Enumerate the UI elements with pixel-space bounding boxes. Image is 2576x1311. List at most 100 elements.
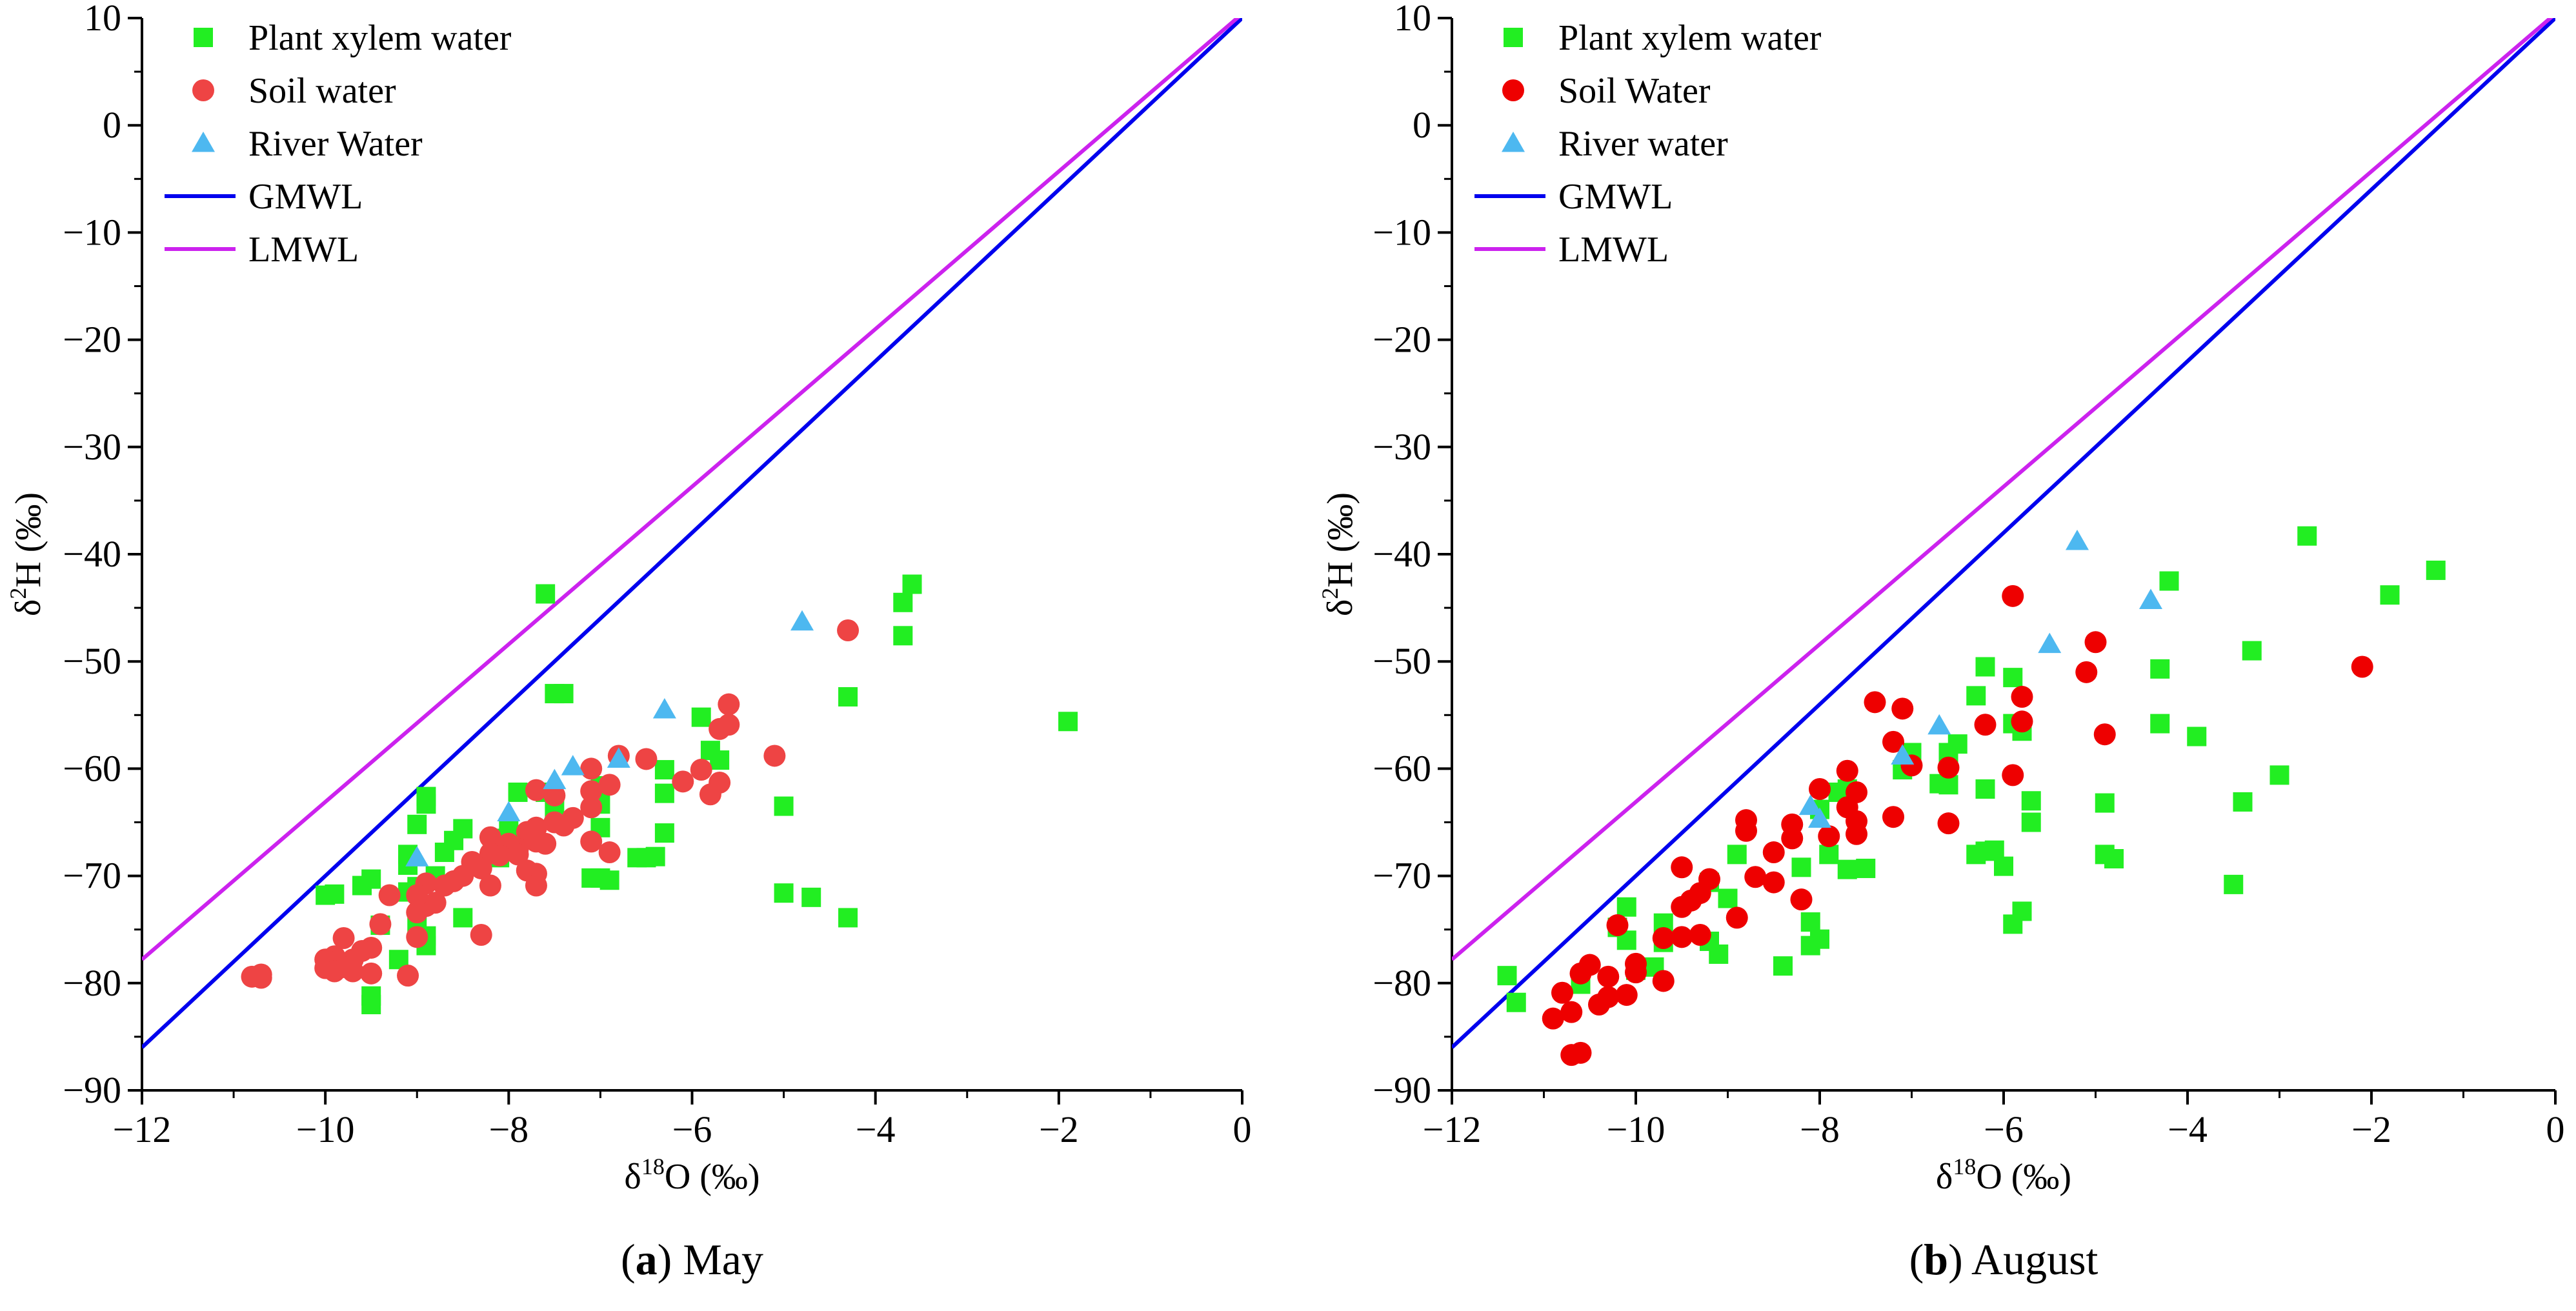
data-point-circle bbox=[1542, 1007, 1564, 1030]
series-circle bbox=[241, 619, 860, 989]
panel-caption: (a) May bbox=[621, 1235, 763, 1284]
data-point-circle bbox=[406, 884, 428, 906]
y-axis-title: δ2H (‰) bbox=[5, 492, 48, 616]
data-point-circle bbox=[635, 748, 658, 770]
y-tick-label: −90 bbox=[1373, 1069, 1431, 1111]
data-point-square bbox=[654, 783, 674, 803]
legend-marker-square bbox=[194, 28, 213, 47]
data-point-circle bbox=[580, 757, 603, 780]
data-point-square bbox=[1819, 845, 1839, 865]
data-point-circle bbox=[1937, 812, 1960, 835]
x-tick-label: −10 bbox=[1607, 1108, 1665, 1150]
gmwl-line bbox=[142, 18, 1242, 1049]
data-point-square bbox=[2150, 714, 2170, 734]
plot-area bbox=[142, 18, 1242, 1049]
data-point-circle bbox=[369, 913, 392, 936]
legend: Plant xylem water Soil Water River water GM… bbox=[1474, 18, 1822, 270]
data-point-circle bbox=[2351, 656, 2373, 678]
data-point-circle bbox=[433, 874, 456, 897]
y-axis-title-rest: H (‰) bbox=[1320, 492, 1360, 588]
y-tick-label: −80 bbox=[1373, 962, 1431, 1004]
data-point-triangle bbox=[2066, 530, 2089, 550]
data-point-square bbox=[1718, 888, 1738, 908]
panel-caption: (b) August bbox=[1909, 1235, 2098, 1284]
legend: Plant xylem water Soil water River Water GM… bbox=[165, 18, 512, 270]
y-tick-label: −50 bbox=[63, 640, 121, 682]
data-point-square bbox=[1773, 956, 1793, 976]
data-point-circle bbox=[250, 963, 272, 986]
legend-marker-triangle bbox=[192, 132, 215, 152]
data-point-circle bbox=[1652, 970, 1675, 992]
x-tick-label: −6 bbox=[672, 1108, 712, 1150]
caption-letter: a bbox=[636, 1235, 658, 1284]
data-point-circle bbox=[470, 924, 492, 946]
data-point-circle bbox=[525, 874, 547, 897]
data-point-square bbox=[2187, 726, 2207, 746]
data-point-circle bbox=[1882, 806, 1904, 828]
data-point-circle bbox=[525, 779, 547, 801]
legend-marker-circle bbox=[192, 79, 214, 101]
data-point-circle bbox=[2084, 631, 2107, 654]
data-point-triangle bbox=[790, 610, 814, 631]
legend-label: Soil water bbox=[248, 71, 396, 111]
data-point-circle bbox=[1726, 906, 1748, 929]
chart-panel-0: −12 −10 −8 −6 −4 −2 0100−10−20−30−40−50−60−70−… bbox=[5, 0, 1252, 1284]
data-point-circle bbox=[332, 926, 355, 949]
data-point-square bbox=[710, 750, 730, 770]
data-point-circle bbox=[397, 965, 419, 987]
caption-prefix: ( bbox=[621, 1235, 636, 1284]
y-axis-title: δ2H (‰) bbox=[1317, 492, 1360, 616]
data-point-circle bbox=[1744, 866, 1767, 888]
data-point-circle bbox=[1809, 777, 1831, 800]
data-point-circle bbox=[543, 784, 566, 806]
legend-label: GMWL bbox=[248, 177, 363, 217]
data-point-square bbox=[361, 995, 381, 1015]
data-point-square bbox=[774, 883, 794, 903]
data-point-square bbox=[902, 574, 922, 594]
data-point-circle bbox=[1671, 896, 1693, 918]
data-point-circle bbox=[341, 960, 364, 983]
data-point-square bbox=[2380, 585, 2400, 605]
data-point-square bbox=[1800, 936, 1820, 956]
x-axis-title-sup: 18 bbox=[1953, 1154, 1976, 1179]
data-point-circle bbox=[1551, 981, 1573, 1004]
data-point-triangle bbox=[1808, 807, 1831, 828]
x-tick-label: −8 bbox=[1800, 1108, 1840, 1150]
data-point-square bbox=[1800, 912, 1820, 932]
data-point-circle bbox=[1652, 926, 1675, 949]
legend-label: Plant xylem water bbox=[248, 18, 512, 58]
caption-prefix: ( bbox=[1909, 1235, 1924, 1284]
y-tick-label: −70 bbox=[1373, 855, 1431, 897]
data-point-square bbox=[1727, 845, 1747, 865]
data-point-circle bbox=[672, 770, 694, 793]
data-point-square bbox=[416, 794, 436, 814]
caption-letter: b bbox=[1924, 1235, 1948, 1284]
data-point-square bbox=[654, 823, 674, 843]
y-tick-label: −40 bbox=[63, 533, 121, 575]
data-point-circle bbox=[323, 960, 346, 983]
x-tick-label: −2 bbox=[2351, 1108, 2391, 1150]
y-tick-label: −30 bbox=[1373, 426, 1431, 468]
data-point-square bbox=[1975, 779, 1995, 799]
data-point-circle bbox=[690, 759, 712, 781]
y-tick-label: −10 bbox=[63, 211, 121, 253]
data-point-circle bbox=[543, 811, 566, 834]
data-point-square bbox=[352, 876, 372, 896]
x-axis-title-rest: O (‰) bbox=[1976, 1157, 2071, 1197]
data-point-circle bbox=[1882, 730, 1904, 753]
data-point-square bbox=[1966, 845, 1986, 865]
data-point-square bbox=[1506, 992, 1526, 1012]
data-point-circle bbox=[406, 926, 428, 948]
data-point-circle bbox=[718, 693, 740, 716]
data-point-square bbox=[2104, 849, 2124, 869]
legend-label: LMWL bbox=[1558, 230, 1669, 270]
data-point-square bbox=[2150, 659, 2170, 679]
data-point-square bbox=[774, 796, 794, 816]
data-point-square bbox=[2242, 641, 2262, 661]
data-point-square bbox=[1966, 686, 1986, 706]
series-square bbox=[316, 574, 1078, 1015]
data-point-triangle bbox=[1798, 794, 1822, 816]
y-tick-label: −20 bbox=[63, 319, 121, 361]
data-point-circle bbox=[1974, 714, 1997, 736]
